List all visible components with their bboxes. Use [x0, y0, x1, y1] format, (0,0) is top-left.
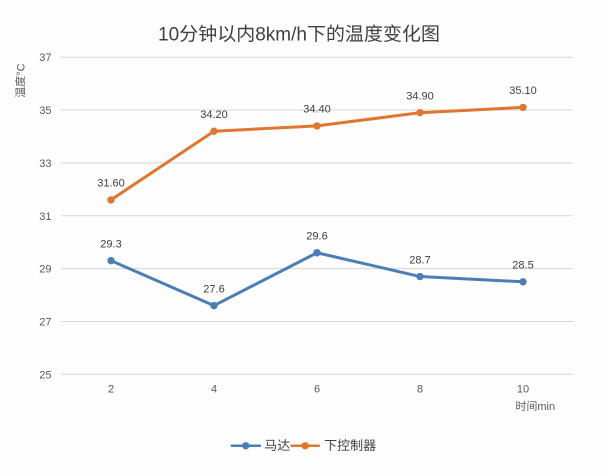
svg-text:28.7: 28.7	[409, 254, 430, 266]
svg-text:29.3: 29.3	[100, 238, 121, 250]
svg-text:33: 33	[39, 158, 51, 170]
svg-text:34.20: 34.20	[200, 109, 228, 121]
svg-text:4: 4	[211, 384, 217, 396]
svg-text:34.90: 34.90	[406, 90, 434, 102]
svg-text:27: 27	[39, 316, 51, 328]
svg-text:8km/h: 8km/h	[255, 25, 307, 46]
svg-text:34.40: 34.40	[303, 104, 331, 116]
svg-text:6: 6	[314, 384, 320, 396]
svg-text:25: 25	[39, 369, 51, 381]
svg-text:°C: °C	[15, 63, 27, 75]
svg-text:35: 35	[39, 105, 51, 117]
svg-text:31.60: 31.60	[97, 178, 125, 190]
svg-text:10: 10	[517, 384, 529, 396]
svg-text:min: min	[537, 401, 555, 413]
svg-text:10: 10	[158, 25, 179, 46]
svg-text:28.5: 28.5	[512, 260, 533, 272]
svg-text:2: 2	[108, 384, 114, 396]
svg-text:31: 31	[39, 211, 51, 223]
svg-text:35.10: 35.10	[509, 85, 537, 97]
svg-text:27.6: 27.6	[203, 283, 224, 295]
svg-text:29.6: 29.6	[306, 231, 327, 243]
svg-text:29: 29	[39, 264, 51, 276]
svg-text:37: 37	[39, 52, 51, 64]
svg-text:8: 8	[417, 384, 423, 396]
